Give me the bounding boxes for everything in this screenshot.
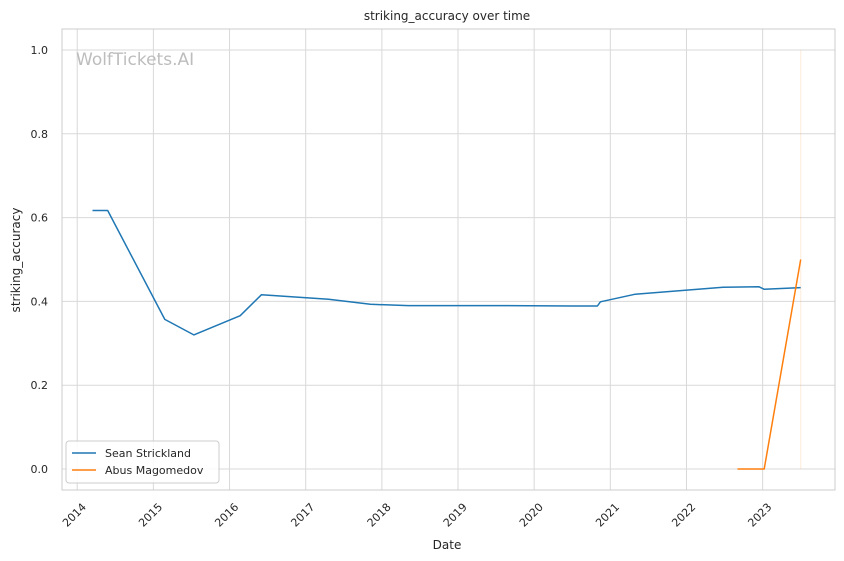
legend-label-sean-strickland: Sean Strickland xyxy=(105,447,191,460)
y-axis-ticks: 0.0 0.2 0.4 0.6 0.8 1.0 xyxy=(31,44,49,476)
watermark: WolfTickets.AI xyxy=(76,50,194,70)
x-axis-label: Date xyxy=(433,538,462,552)
y-axis-label: striking_accuracy xyxy=(9,208,23,313)
series-line-sean-strickland xyxy=(92,209,801,336)
series-line-abus-magomedov xyxy=(737,259,802,470)
plot-frame xyxy=(61,28,836,491)
y-tick-label: 0.0 xyxy=(31,463,49,476)
y-tick-label: 0.4 xyxy=(31,295,49,308)
y-tick-label: 1.0 xyxy=(31,44,49,57)
series-layer xyxy=(92,209,802,470)
legend-label-abus-magomedov: Abus Magomedov xyxy=(105,464,204,477)
chart-title: striking_accuracy over time xyxy=(364,9,530,23)
y-tick-label: 0.6 xyxy=(31,212,49,225)
grid xyxy=(62,29,835,490)
legend: Sean Strickland Abus Magomedov xyxy=(65,440,220,484)
legend-box xyxy=(65,440,220,484)
y-tick-label: 0.8 xyxy=(31,128,49,141)
y-tick-label: 0.2 xyxy=(31,379,49,392)
